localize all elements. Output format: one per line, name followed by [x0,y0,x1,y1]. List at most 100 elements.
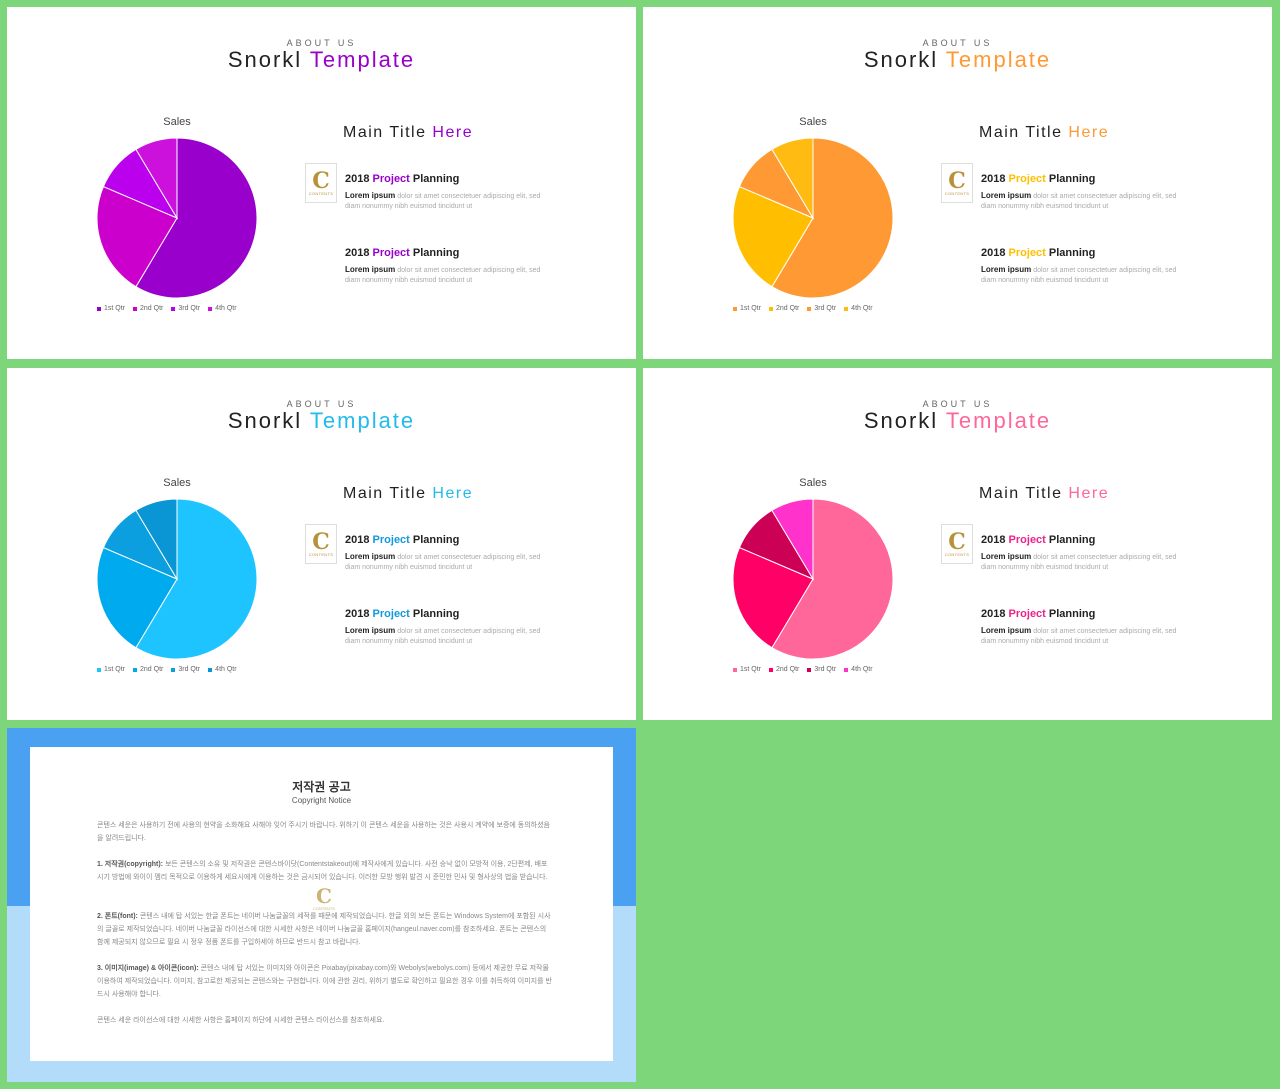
legend-item: 4th Qtr [844,666,873,673]
legend-item: 2nd Qtr [133,305,163,312]
chart-legend: 1st Qtr 2nd Qtr 3rd Qtr 4th Qtr [733,666,903,673]
legend-item: 3rd Qtr [807,305,836,312]
legend-item: 1st Qtr [733,305,761,312]
block-text: Lorem ipsum dolor sit amet consectetuer … [981,265,1177,284]
legend-swatch [171,306,176,311]
block-text: Lorem ipsum dolor sit amet consectetuer … [981,552,1177,571]
legend-label: 2nd Qtr [140,666,164,673]
copyright-notice-slide: 저작권 공고 Copyright Notice 콘텐스 세운은 사용하기 전에 … [7,728,636,1082]
pie-slice-1 [771,498,894,660]
block-heading: 2018 Project Planning [345,247,460,259]
notice-outro: 콘텐스 세운 라이선스에 대한 시세한 사항은 홈페이지 하단에 시세한 콘텐스… [97,1017,385,1024]
notice-title: 저작권 공고 [292,780,351,794]
pie-chart [96,137,258,299]
legend-label: 3rd Qtr [814,666,837,673]
chart-title: Sales [799,116,827,128]
about-label: ABOUT US [286,399,357,409]
planning-block: 2018 Project Planning Lorem ipsum dolor … [981,608,1201,647]
pie-slice-4 [135,137,178,220]
legend-item: 3rd Qtr [171,305,200,312]
brand-title: Snorkl Template [863,408,1052,433]
legend-label: 1st Qtr [740,305,762,312]
block-heading: 2018 Project Planning [345,534,460,546]
block-text: Lorem ipsum dolor sit amet consectetuer … [345,552,541,571]
block-text: Lorem ipsum dolor sit amet consectetuer … [981,626,1177,645]
chart-title: Sales [163,477,191,489]
block-text: Lorem ipsum dolor sit amet consectetuer … [345,191,541,210]
logo-icon: C CONTENTS [941,524,973,564]
legend-label: 4th Qtr [215,666,237,673]
pie-chart [732,498,894,660]
notice-paper: 저작권 공고 Copyright Notice 콘텐스 세운은 사용하기 전에 … [30,747,613,1061]
legend-item: 2nd Qtr [133,666,163,673]
legend-label: 2nd Qtr [776,305,800,312]
slide-3: ABOUT US Snorkl Template Sales 1st Qtr 2n… [7,368,636,720]
block-heading: 2018 Project Planning [981,534,1096,546]
legend-item: 4th Qtr [844,305,873,312]
planning-block: 2018 Project Planning Lorem ipsum dolor … [345,173,565,212]
main-title: Main Title Here [343,485,474,502]
notice-font: 2. 폰트(font): 콘텐스 내에 탑 서있는 한글 폰트는 네이버 나눔글… [97,913,551,946]
notice-image: 3. 이미지(image) & 아이콘(icon): 콘텐스 내에 탑 서있는 … [97,965,552,998]
slide-2: ABOUT US Snorkl Template Sales 1st Qtr 2n… [643,7,1272,359]
logo-icon: C CONTENTS [305,524,337,564]
legend-item: 4th Qtr [208,666,237,673]
legend-label: 3rd Qtr [178,666,201,673]
pie-slice-1 [771,137,894,299]
legend-swatch [133,667,138,672]
legend-swatch [769,667,774,672]
legend-swatch [733,306,737,311]
legend-item: 2nd Qtr [769,666,799,673]
main-title: Main Title Here [343,124,474,141]
watermark-logo-icon: C CONTENTS [313,884,335,911]
legend-label: 1st Qtr [104,666,126,673]
legend-label: 1st Qtr [740,666,762,673]
about-label: ABOUT US [286,38,357,48]
block-heading: 2018 Project Planning [981,173,1096,185]
legend-label: 3rd Qtr [814,305,837,312]
block-heading: 2018 Project Planning [981,247,1096,259]
block-heading: 2018 Project Planning [981,608,1096,620]
block-heading: 2018 Project Planning [345,608,460,620]
block-text: Lorem ipsum dolor sit amet consectetuer … [345,626,541,645]
legend-label: 4th Qtr [851,305,873,312]
legend-swatch [97,667,101,672]
brand-title: Snorkl Template [227,47,416,72]
pie-slice-4 [135,498,178,581]
notice-copyright: 1. 저작권(copyright): 보든 콘텐스의 소유 및 저작권은 콘텐스… [97,861,548,881]
brand-title: Snorkl Template [863,47,1052,72]
pie-slice-2 [96,546,178,649]
planning-block: 2018 Project Planning Lorem ipsum dolor … [981,173,1201,212]
legend-swatch [133,306,138,311]
block-text: Lorem ipsum dolor sit amet consectetuer … [345,265,541,284]
main-title: Main Title Here [979,124,1110,141]
legend-swatch [97,306,101,311]
legend-item: 1st Qtr [97,666,125,673]
legend-swatch [844,306,849,311]
planning-block: 2018 Project Planning Lorem ipsum dolor … [981,534,1201,573]
pie-slice-1 [135,498,258,660]
legend-label: 1st Qtr [104,305,126,312]
logo-icon: C CONTENTS [305,163,337,203]
main-title: Main Title Here [979,485,1110,502]
notice-subtitle: Copyright Notice [291,796,352,805]
legend-swatch [807,667,812,672]
pie-slice-1 [135,137,258,299]
planning-block: 2018 Project Planning Lorem ipsum dolor … [345,534,565,573]
legend-swatch [171,667,176,672]
slide-4: ABOUT US Snorkl Template Sales 1st Qtr 2n… [643,368,1272,720]
legend-item: 1st Qtr [733,666,761,673]
legend-swatch [208,667,213,672]
pie-slice-2 [732,546,814,649]
pie-slice-2 [96,185,178,288]
logo-icon: C CONTENTS [941,163,973,203]
legend-label: 3rd Qtr [178,305,201,312]
brand-title: Snorkl Template [227,408,416,433]
pie-chart [96,498,258,660]
block-text: Lorem ipsum dolor sit amet consectetuer … [981,191,1177,210]
chart-legend: 1st Qtr 2nd Qtr 3rd Qtr 4th Qtr [97,666,267,673]
legend-item: 2nd Qtr [769,305,799,312]
planning-block: 2018 Project Planning Lorem ipsum dolor … [981,247,1201,286]
chart-legend: 1st Qtr 2nd Qtr 3rd Qtr 4th Qtr [733,305,903,312]
pie-slice-4 [771,498,814,581]
